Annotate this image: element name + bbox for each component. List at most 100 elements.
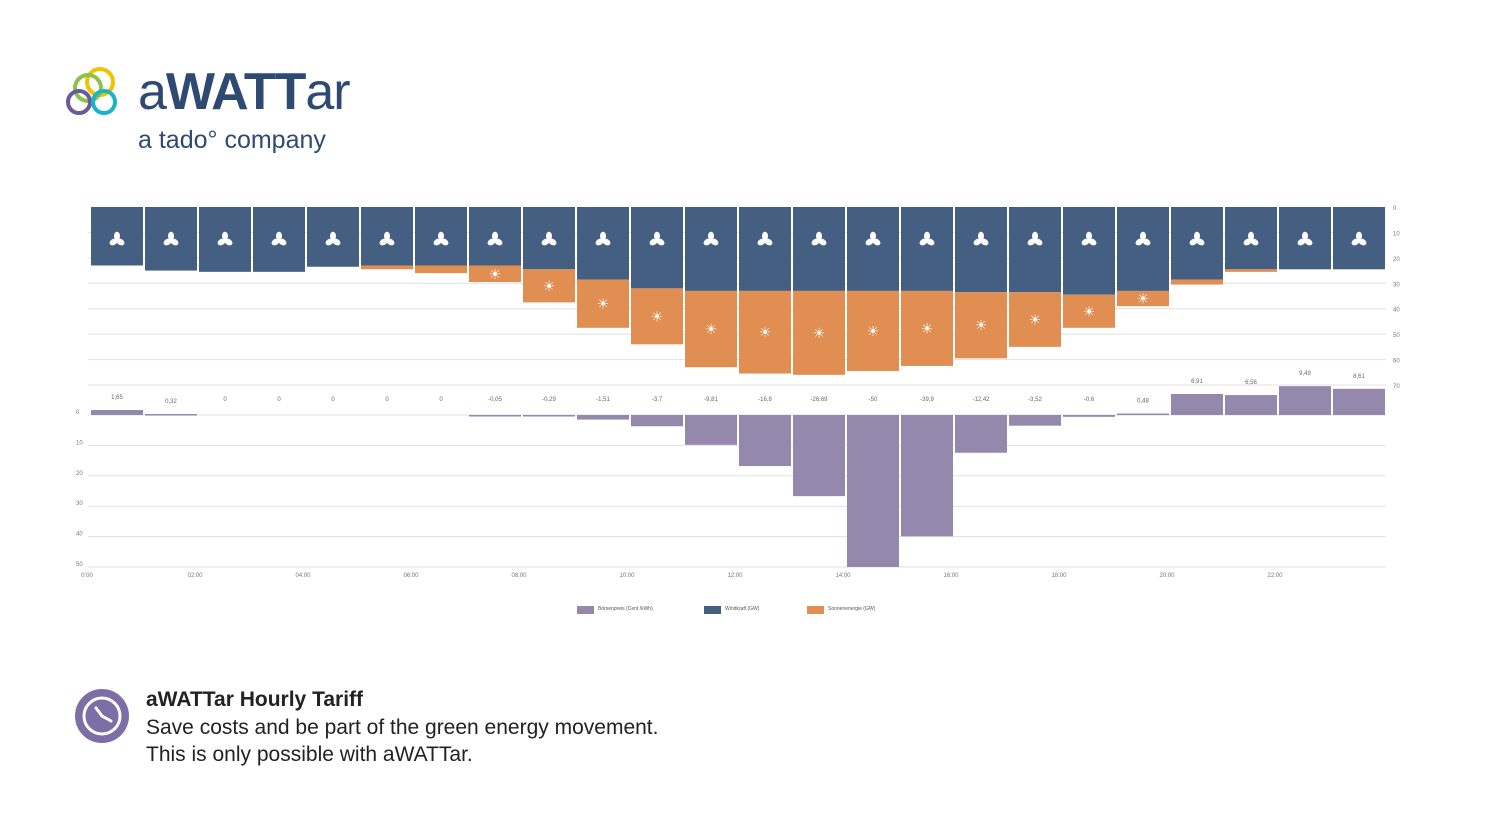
clock-icon (75, 689, 129, 743)
price-data-label: 6,91 (1191, 379, 1203, 385)
wind-bar (1063, 207, 1115, 295)
price-data-label: 1,65 (111, 395, 123, 401)
wind-fan-icon (163, 231, 179, 246)
price-data-label: -26,69 (810, 397, 828, 403)
legend-wind-label: Windkraft (GW) (725, 606, 760, 612)
price-bar (577, 415, 629, 420)
solar-bar (361, 265, 413, 270)
lower-tick-label: 40 (76, 532, 83, 538)
solar-bar (415, 265, 467, 274)
wind-bar (901, 207, 953, 291)
wind-fan-icon (703, 231, 719, 246)
price-data-label: 0,48 (1137, 399, 1149, 405)
wind-fan-icon (1135, 231, 1151, 246)
wind-bar (631, 207, 683, 289)
price-data-label: -12,42 (972, 397, 990, 403)
price-bar (955, 415, 1007, 453)
solar-bar (1171, 279, 1223, 285)
price-data-label: 6,56 (1245, 380, 1257, 386)
solar-bar (793, 290, 845, 375)
price-bar (1225, 395, 1277, 415)
x-tick-label: 08:00 (511, 573, 527, 579)
price-data-label: -50 (869, 397, 878, 403)
wind-fan-icon (1243, 231, 1259, 246)
price-data-label: 0 (439, 397, 443, 403)
solar-bar (739, 290, 791, 374)
footer-title: aWATTar Hourly Tariff (146, 688, 364, 711)
price-bar (1279, 386, 1331, 415)
x-tick-label: 20:00 (1159, 573, 1175, 579)
energy-price-chart: 0 10 20 30 40 50 60 70 0 10 20 30 40 50 1,65 0,32 0 0 0 0 0 ☀… (76, 206, 1400, 614)
upper-tick-label: 60 (1393, 359, 1400, 365)
price-data-label: 0 (223, 397, 227, 403)
wind-fan-icon (109, 231, 125, 246)
price-bar (847, 415, 899, 567)
wind-fan-icon (541, 231, 557, 246)
price-data-label: -3,52 (1028, 397, 1042, 403)
price-bar (469, 415, 521, 417)
price-data-label: 0 (277, 397, 281, 403)
brand-tagline: a tado° company (138, 126, 326, 154)
x-tick-label: 10:00 (619, 573, 635, 579)
solar-bar (1117, 290, 1169, 307)
upper-tick-label: 20 (1393, 257, 1400, 263)
wind-fan-icon (1351, 231, 1367, 246)
price-bar (523, 415, 575, 417)
x-tick-label: 22:00 (1267, 573, 1283, 579)
price-bar (739, 415, 791, 467)
wind-fan-icon (1297, 231, 1313, 246)
price-bar (631, 415, 683, 427)
wind-fan-icon (757, 231, 773, 246)
wind-fan-icon (1081, 231, 1097, 246)
sun-icon: ☀ (1083, 303, 1096, 319)
price-data-label: 8,61 (1353, 374, 1365, 380)
wind-bar (1117, 207, 1169, 291)
solar-bar (577, 279, 629, 328)
brand-name: aWATTar (138, 63, 351, 121)
price-data-label: -0,29 (542, 397, 556, 403)
solar-bar (685, 290, 737, 368)
wind-fan-icon (487, 231, 503, 246)
price-data-label: 0 (385, 397, 389, 403)
wind-bar (1171, 207, 1223, 280)
price-bar (793, 415, 845, 497)
x-tick-label: 0:00 (81, 573, 93, 579)
upper-tick-label: 0 (1393, 206, 1397, 212)
sun-icon: ☀ (543, 278, 556, 294)
price-data-label: -1,51 (596, 397, 610, 403)
x-tick-label: 02:00 (187, 573, 203, 579)
wind-fan-icon (811, 231, 827, 246)
price-data-label: -16,8 (758, 397, 772, 403)
sun-icon: ☀ (1137, 291, 1150, 307)
upper-tick-label: 50 (1393, 333, 1400, 339)
lower-tick-label: 50 (76, 562, 83, 568)
sun-icon: ☀ (489, 266, 502, 282)
lower-tick-label: 20 (76, 471, 83, 477)
brand-logo: aWATTar a tado° company (66, 62, 386, 172)
price-bar (901, 415, 953, 537)
price-bar (1171, 393, 1223, 415)
legend-solar-swatch (807, 606, 824, 614)
x-tick-label: 06:00 (403, 573, 419, 579)
x-tick-label: 16:00 (943, 573, 959, 579)
wind-bar (793, 207, 845, 291)
wind-fan-icon (325, 231, 341, 246)
wind-fan-icon (649, 231, 665, 246)
sun-icon: ☀ (705, 321, 718, 337)
sun-icon: ☀ (759, 324, 772, 340)
sun-icon: ☀ (651, 308, 664, 324)
upper-tick-label: 70 (1393, 384, 1400, 390)
price-bar (145, 414, 197, 416)
x-tick-label: 12:00 (727, 573, 743, 579)
price-data-label: 9,49 (1299, 371, 1311, 377)
legend-solar-label: Sonnenenergie (GW) (828, 606, 876, 612)
price-data-label: 0,32 (165, 399, 177, 405)
price-data-label: -0,6 (1084, 397, 1095, 403)
solar-bar (1009, 292, 1061, 347)
lower-tick-label: 30 (76, 501, 83, 507)
sun-icon: ☀ (975, 317, 988, 333)
price-data-label: -9,81 (704, 397, 718, 403)
solar-bar (631, 288, 683, 345)
price-bar (1117, 413, 1169, 416)
price-bar (1333, 388, 1385, 415)
